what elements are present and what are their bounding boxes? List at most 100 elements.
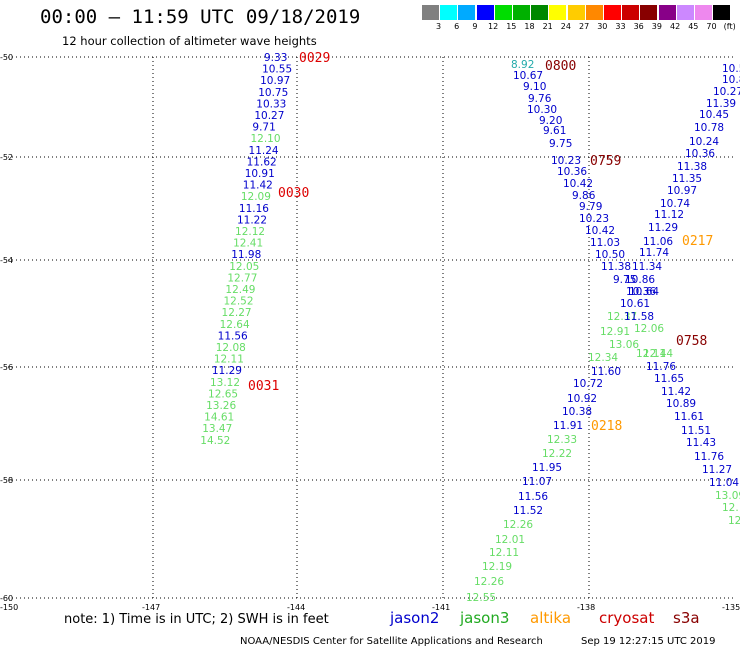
swh-value: 10.91 — [245, 168, 275, 180]
swh-value: 12.08 — [216, 342, 246, 354]
swh-value: 10.36 — [685, 148, 715, 160]
swh-value: 12. — [728, 515, 740, 527]
colorbar-swatch — [640, 5, 658, 20]
colorbar-swatch — [622, 5, 640, 20]
colorbar-swatch — [585, 5, 603, 20]
footer-timestamp: Sep 19 12:27:15 UTC 2019 — [581, 636, 716, 647]
swh-value: 12.64 — [220, 319, 250, 331]
swh-value: 10.89 — [666, 398, 696, 410]
footer-credit: NOAA/NESDIS Center for Satellite Applica… — [240, 636, 543, 647]
colorbar-label: 12 — [488, 22, 499, 31]
colorbar-label: 27 — [579, 22, 590, 31]
colorbar-swatch — [713, 5, 731, 20]
swh-value: 10.42 — [563, 178, 593, 190]
swh-value: 11.29 — [648, 222, 678, 234]
swh-value: 9.10 — [523, 81, 546, 93]
swh-value: 11.24 — [249, 145, 279, 157]
swh-value: 9.20 — [539, 115, 562, 127]
swh-value: 12.41 — [233, 238, 263, 250]
swh-value: 10.61 — [620, 298, 650, 310]
swh-value: 11.65 — [654, 373, 684, 385]
swh-value: 13.12 — [210, 377, 240, 389]
colorbar-label: 30 — [597, 22, 608, 31]
pass-time-label: 0218 — [591, 419, 622, 434]
lat-tick-label: -58 — [0, 476, 13, 485]
lat-tick-label: -52 — [0, 153, 13, 162]
swh-value: 9.61 — [543, 125, 566, 137]
swh-value: 11.60 — [591, 366, 621, 378]
swh-value: 12.11 — [214, 354, 244, 366]
lon-tick-label: -144 — [287, 603, 305, 612]
swh-value: 11.07 — [522, 476, 552, 488]
colorbar-label: 33 — [615, 22, 626, 31]
swh-value: 12.37 — [607, 311, 637, 323]
swh-value: 12.65 — [208, 388, 238, 400]
swh-value: 11.56 — [218, 330, 248, 342]
swh-value: 9.86 — [572, 190, 596, 202]
swh-value: 12.33 — [547, 434, 577, 446]
lon-tick-label: -141 — [432, 603, 450, 612]
swh-value: 12.49 — [225, 284, 255, 296]
colorbar-swatch — [458, 5, 476, 20]
swh-value: 11.76 — [646, 361, 676, 373]
swh-value: 10.27 — [254, 110, 284, 122]
legend-note: note: 1) Time is in UTC; 2) SWH is in fe… — [64, 612, 329, 627]
colorbar-swatch — [531, 5, 549, 20]
swh-value: 10.45 — [699, 109, 729, 121]
swh-value: 10.42 — [585, 225, 615, 237]
pass-time-label: 0758 — [676, 334, 707, 349]
swh-value: 11.04 — [709, 477, 739, 489]
swh-value: 12.22 — [542, 448, 572, 460]
swh-value: 12. — [722, 502, 739, 514]
swh-value: 12.06 — [634, 323, 664, 335]
swh-value: 10.30 — [527, 104, 557, 116]
colorbar-swatch — [422, 5, 439, 20]
colorbar-label: 6 — [454, 22, 460, 31]
colorbar-label: 39 — [651, 22, 662, 31]
swh-value: 11.76 — [694, 451, 724, 463]
swh-value: 11.34 — [632, 261, 662, 273]
swh-value: 11.74 — [639, 247, 669, 259]
lat-tick-label: -54 — [0, 256, 13, 265]
pass-time-label: 0217 — [682, 234, 713, 249]
swh-value: 10.74 — [660, 198, 690, 210]
lon-tick-label: -150 — [0, 603, 18, 612]
colorbar-label: 70 — [706, 22, 717, 31]
lon-tick-label: -147 — [142, 603, 160, 612]
swh-value: 12.09 — [241, 191, 271, 203]
swh-value: 10.23 — [551, 155, 581, 167]
colorbar-label: 42 — [670, 22, 681, 31]
swh-value: 9.79 — [579, 201, 602, 213]
swh-value: 10.55 — [262, 64, 292, 76]
swh-value: 12.91 — [600, 326, 630, 338]
swh-value: 11.38 — [601, 261, 631, 273]
lon-tick-label: -138 — [577, 603, 595, 612]
swh-value: 10.50 — [595, 249, 625, 261]
colorbar-label: 21 — [542, 22, 553, 31]
swh-value: 11.98 — [231, 249, 261, 261]
swh-value: 11.12 — [654, 209, 684, 221]
legend-jason3: jason3 — [460, 609, 510, 627]
swh-value: 11.91 — [553, 420, 583, 432]
colorbar-label: 9 — [472, 22, 478, 31]
page-title: 00:00 – 11:59 UTC 09/18/2019 — [40, 6, 361, 28]
swh-value: 12.27 — [222, 307, 252, 319]
swh-value: 10.23 — [579, 213, 609, 225]
swh-value: 11.95 — [532, 462, 562, 474]
colorbar-label: 15 — [506, 22, 517, 31]
swh-value: 12.11 — [489, 547, 519, 559]
swh-value: 14.52 — [200, 435, 230, 447]
swh-value: 12.77 — [227, 272, 257, 284]
swh-value: 10.27 — [713, 86, 740, 98]
swh-value: 12.11 — [636, 348, 666, 360]
swh-value: 10.67 — [513, 70, 543, 82]
swh-value: 11.16 — [239, 203, 269, 215]
lat-tick-label: -56 — [0, 363, 13, 372]
swh-value: 11.35 — [672, 173, 702, 185]
swh-value: 10.78 — [694, 122, 724, 134]
swh-value: 11.56 — [518, 491, 548, 503]
pass-time-label: 0759 — [590, 154, 621, 169]
swh-value: 10.75 — [258, 87, 288, 99]
swh-value: 11.62 — [247, 156, 277, 168]
colorbar-label: 24 — [560, 22, 571, 31]
